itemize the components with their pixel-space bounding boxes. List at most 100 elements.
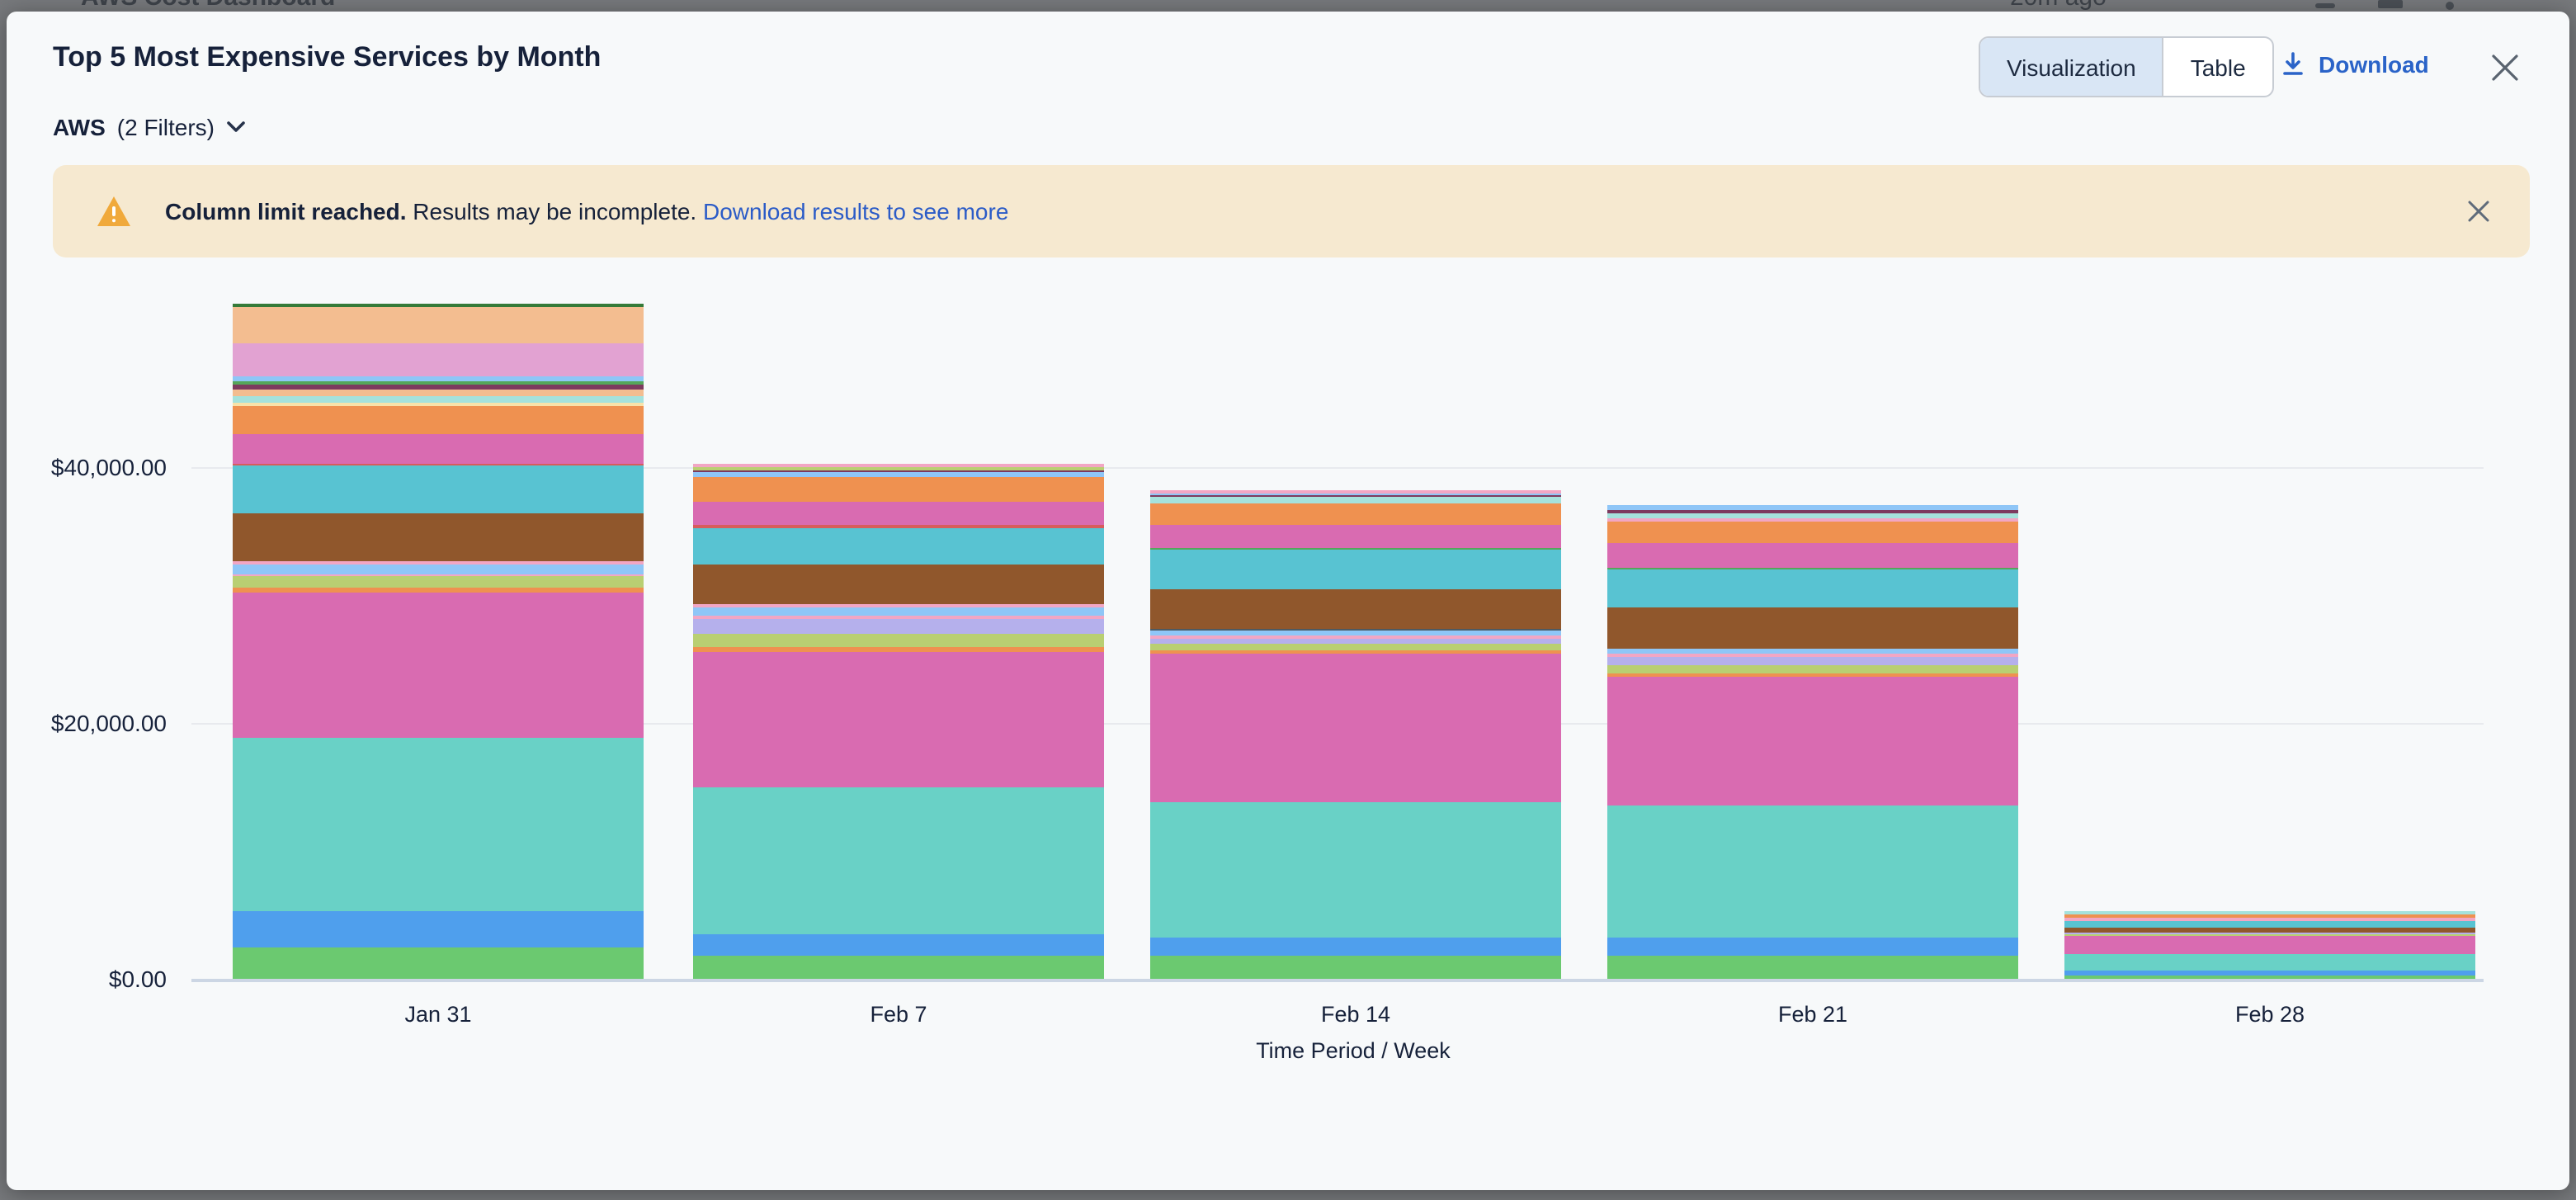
bar-stack-feb-7[interactable] xyxy=(693,464,1104,979)
bar-segment-pinkThin[interactable] xyxy=(1150,490,1561,494)
bar-segment-lightBlue[interactable] xyxy=(1607,505,2018,511)
bar-segment-magenta[interactable] xyxy=(233,592,644,738)
bar-segment-greenThin[interactable] xyxy=(233,381,644,385)
bar-segment-pinkThin[interactable] xyxy=(1607,518,2018,522)
bar-segment-orange[interactable] xyxy=(233,406,644,435)
bar-segment-turquoise[interactable] xyxy=(233,737,644,911)
bar-segment-maroon[interactable] xyxy=(693,470,1104,473)
bar-segment-magenta[interactable] xyxy=(233,434,644,464)
bar-segment-cyan[interactable] xyxy=(1607,569,2018,607)
bar-segment-lightBlue[interactable] xyxy=(1607,648,2018,654)
bar-segment-magenta[interactable] xyxy=(693,502,1104,526)
bar-segment-pinkThin[interactable] xyxy=(2064,918,2475,922)
bar-segment-lightBlue[interactable] xyxy=(233,376,644,382)
bar-segment-blue[interactable] xyxy=(2064,970,2475,976)
bar-segment-paleCyan[interactable] xyxy=(1150,497,1561,503)
bar-segment-pinkThin[interactable] xyxy=(1150,635,1561,639)
bar-segment-pinkThin[interactable] xyxy=(693,603,1104,607)
bar-segment-paleCyan[interactable] xyxy=(233,395,644,404)
download-button[interactable]: Download xyxy=(2281,51,2429,78)
bar-segment-pinkThin[interactable] xyxy=(693,464,1104,468)
bar-segment-red[interactable] xyxy=(693,525,1104,528)
bar-segment-magenta[interactable] xyxy=(693,651,1104,787)
bar-segment-lightBlue[interactable] xyxy=(233,564,644,574)
bar-segment-orange[interactable] xyxy=(1150,503,1561,526)
bar-segment-yellowGreen[interactable] xyxy=(693,467,1104,470)
bar-segment-turquoise[interactable] xyxy=(1607,806,2018,938)
bar-segment-lavender[interactable] xyxy=(2064,933,2475,935)
bar-segment-orchid[interactable] xyxy=(233,343,644,377)
bar-segment-magenta[interactable] xyxy=(1150,654,1561,803)
banner-close-icon[interactable] xyxy=(2467,200,2490,223)
bar-segment-lightBlue[interactable] xyxy=(693,472,1104,477)
bar-segment-greenThin[interactable] xyxy=(1150,548,1561,550)
bar-segment-paleYellow[interactable] xyxy=(233,403,644,407)
bar-segment-orange[interactable] xyxy=(1607,673,2018,677)
bar-segment-paleCyan[interactable] xyxy=(2064,910,2475,914)
bar-segment-greenThin[interactable] xyxy=(1607,567,2018,569)
bar-segment-yellowGreen[interactable] xyxy=(233,575,644,588)
bar-segment-paleCyan[interactable] xyxy=(1607,513,2018,519)
bar-segment-lavender[interactable] xyxy=(693,618,1104,634)
table-tab[interactable]: Table xyxy=(2162,38,2272,96)
bar-segment-pinkThin[interactable] xyxy=(233,574,644,576)
bar-segment-magenta[interactable] xyxy=(1607,676,2018,806)
bar-segment-cyan[interactable] xyxy=(2064,921,2475,928)
bar-segment-brown[interactable] xyxy=(693,565,1104,604)
bar-segment-orange[interactable] xyxy=(693,647,1104,652)
bar-segment-peach[interactable] xyxy=(233,389,644,396)
bar-segment-orange[interactable] xyxy=(2064,914,2475,919)
bar-segment-lavender[interactable] xyxy=(1607,657,2018,666)
bar-segment-yellowGreen[interactable] xyxy=(1150,644,1561,651)
bar-segment-brown[interactable] xyxy=(2064,927,2475,933)
bar-segment-magenta[interactable] xyxy=(2064,936,2475,954)
bar-segment-brown[interactable] xyxy=(1150,589,1561,629)
bar-segment-green[interactable] xyxy=(233,947,644,979)
bar-segment-red[interactable] xyxy=(233,463,644,466)
bar-segment-slate[interactable] xyxy=(1150,628,1561,631)
bar-segment-green[interactable] xyxy=(693,956,1104,979)
bar-segment-magenta[interactable] xyxy=(1607,542,2018,568)
bar-segment-turquoise[interactable] xyxy=(1150,802,1561,938)
bar-segment-pinkThin[interactable] xyxy=(233,561,644,564)
bar-segment-cyan[interactable] xyxy=(1150,550,1561,590)
bar-segment-turquoise[interactable] xyxy=(2064,953,2475,971)
bar-segment-lightBlue[interactable] xyxy=(1150,494,1561,496)
bar-stack-feb-14[interactable] xyxy=(1150,490,1561,979)
bar-segment-blue[interactable] xyxy=(1150,937,1561,957)
bar-segment-blue[interactable] xyxy=(1607,937,2018,957)
bar-stack-feb-21[interactable] xyxy=(1607,505,2018,979)
bar-segment-lightBlue[interactable] xyxy=(693,607,1104,617)
bar-segment-peach[interactable] xyxy=(233,306,644,343)
bar-segment-darkGreen[interactable] xyxy=(233,304,644,307)
bar-segment-pinkThin[interactable] xyxy=(1607,654,2018,658)
bar-stack-jan-31[interactable] xyxy=(233,304,644,979)
bar-stack-feb-28[interactable] xyxy=(2064,910,2475,979)
bar-segment-maroon[interactable] xyxy=(1607,510,2018,514)
bar-segment-orange[interactable] xyxy=(1607,521,2018,543)
modal-close-icon[interactable] xyxy=(2490,53,2520,83)
bar-segment-yellowGreen[interactable] xyxy=(693,633,1104,648)
bar-segment-green[interactable] xyxy=(1607,956,2018,979)
bar-segment-cyan[interactable] xyxy=(233,465,644,513)
bar-segment-turquoise[interactable] xyxy=(693,787,1104,935)
bar-segment-yellowGreen[interactable] xyxy=(2064,934,2475,937)
bar-segment-yellowGreen[interactable] xyxy=(1607,665,2018,673)
bar-segment-brown[interactable] xyxy=(233,513,644,562)
bar-segment-cyan[interactable] xyxy=(693,527,1104,565)
bar-segment-pinkThin[interactable] xyxy=(693,616,1104,619)
bar-segment-green[interactable] xyxy=(2064,975,2475,979)
bar-segment-green[interactable] xyxy=(1150,956,1561,979)
bar-segment-maroon[interactable] xyxy=(233,384,644,390)
bar-segment-orange[interactable] xyxy=(693,476,1104,503)
bar-segment-magenta[interactable] xyxy=(1150,525,1561,549)
bar-segment-brown[interactable] xyxy=(1607,607,2018,649)
bar-segment-orange[interactable] xyxy=(233,587,644,593)
filter-dropdown[interactable]: AWS (2 Filters) xyxy=(53,114,246,140)
bar-segment-blue[interactable] xyxy=(693,934,1104,957)
bar-segment-lavender[interactable] xyxy=(1150,638,1561,645)
bar-segment-orange[interactable] xyxy=(1150,650,1561,654)
bar-segment-lightBlue[interactable] xyxy=(1150,631,1561,636)
visualization-tab[interactable]: Visualization xyxy=(1980,38,2163,96)
warning-download-link[interactable]: Download results to see more xyxy=(703,198,1009,224)
